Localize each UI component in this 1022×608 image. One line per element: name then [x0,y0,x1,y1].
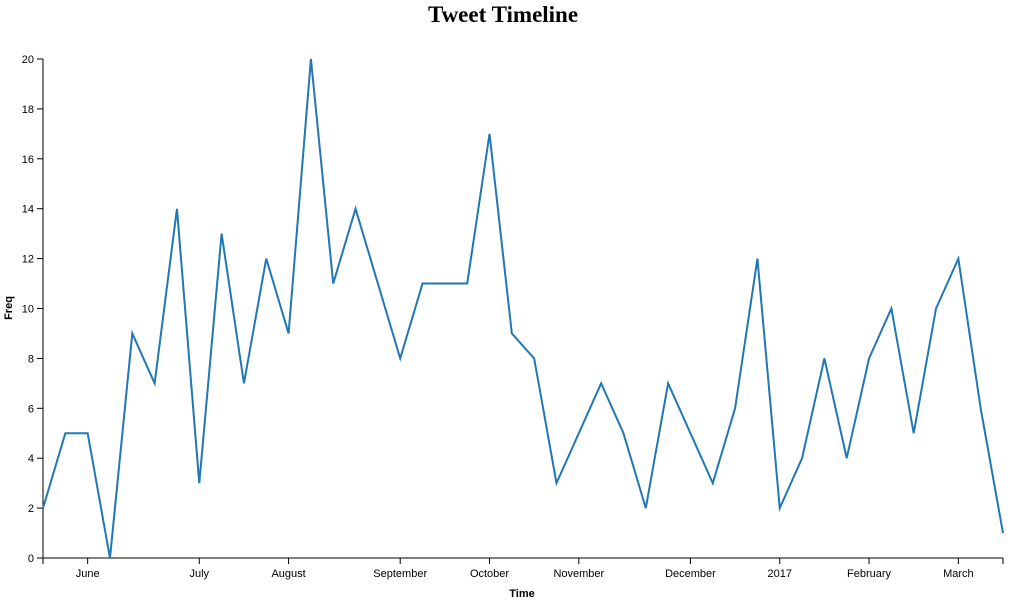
y-tick-label: 16 [22,154,34,166]
y-tick-label: 14 [22,204,34,216]
x-tick-label: 2017 [768,568,792,580]
x-tick-label: September [373,568,427,580]
y-tick-label: 18 [22,104,34,116]
y-tick-label: 6 [28,403,34,415]
x-tick-label: October [470,568,509,580]
x-tick-label: June [76,568,100,580]
x-tick-label: July [189,568,209,580]
y-tick-label: 8 [28,353,34,365]
x-tick-label: December [665,568,716,580]
y-tick-label: 2 [28,503,34,515]
y-tick-label: 12 [22,254,34,266]
x-tick-label: February [847,568,892,580]
y-axis-label: Freq [3,296,15,320]
series-line [42,58,1004,559]
y-tick-label: 4 [28,453,34,465]
x-axis-label: Time [509,588,534,600]
y-tick-label: 10 [22,304,34,316]
x-tick-label: November [553,568,604,580]
x-tick-label: August [271,568,305,580]
y-tick-label: 0 [28,553,34,565]
x-tick-label: March [943,568,974,580]
chart-title: Tweet Timeline [428,2,578,27]
y-tick-label: 20 [22,54,34,66]
